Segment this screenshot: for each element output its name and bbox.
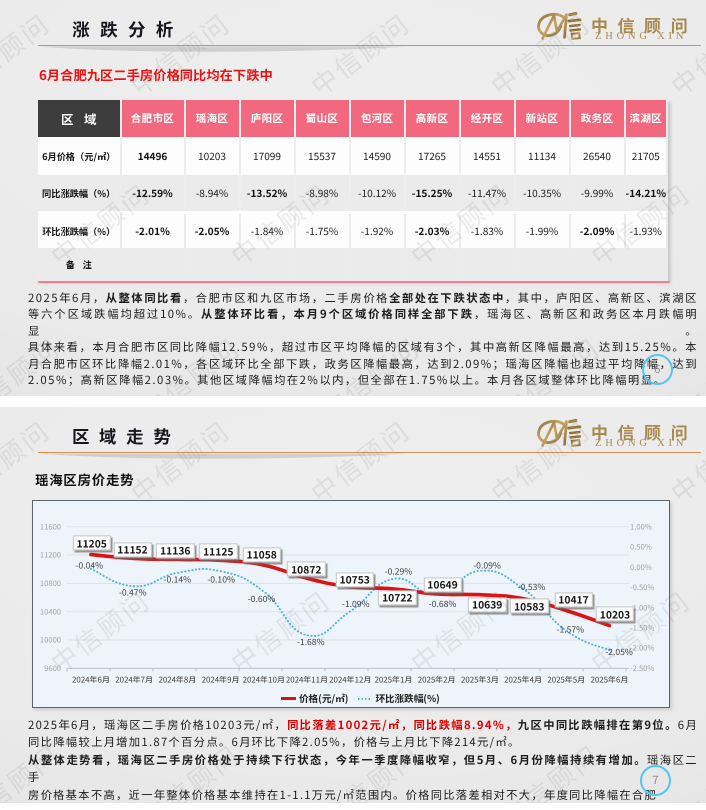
svg-text:-2.00%: -2.00% xyxy=(630,642,654,653)
svg-text:-0.29%: -0.29% xyxy=(385,565,413,577)
svg-text:10000: 10000 xyxy=(40,634,61,645)
svg-text:-1.09%: -1.09% xyxy=(342,597,370,609)
svg-text:9600: 9600 xyxy=(44,663,61,674)
svg-text:2024年6月: 2024年6月 xyxy=(72,674,110,685)
svg-text:0.50%: 0.50% xyxy=(630,541,652,552)
svg-text:2024年11月: 2024年11月 xyxy=(286,674,328,685)
svg-text:-1.57%: -1.57% xyxy=(556,623,584,635)
svg-text:10400: 10400 xyxy=(40,606,61,617)
svg-text:2024年8月: 2024年8月 xyxy=(158,674,196,685)
svg-text:-0.50%: -0.50% xyxy=(630,582,654,593)
svg-text:1.00%: 1.00% xyxy=(630,521,652,532)
svg-text:10800: 10800 xyxy=(40,578,61,589)
svg-text:-1.68%: -1.68% xyxy=(297,636,325,648)
svg-text:-0.14%: -0.14% xyxy=(163,573,191,585)
svg-text:-2.50%: -2.50% xyxy=(630,663,654,674)
svg-text:-0.47%: -0.47% xyxy=(119,586,147,598)
svg-text:-1.00%: -1.00% xyxy=(630,602,654,613)
svg-text:11600: 11600 xyxy=(40,521,61,532)
svg-text:-0.60%: -0.60% xyxy=(248,593,276,605)
svg-text:2024年12月: 2024年12月 xyxy=(329,674,371,685)
svg-text:11200: 11200 xyxy=(40,549,61,560)
svg-text:-0.04%: -0.04% xyxy=(75,559,103,571)
svg-text:2025年4月: 2025年4月 xyxy=(504,674,542,685)
svg-text:-0.53%: -0.53% xyxy=(518,580,546,592)
svg-text:2024年9月: 2024年9月 xyxy=(202,674,240,685)
svg-text:-0.68%: -0.68% xyxy=(429,597,457,609)
svg-text:2025年5月: 2025年5月 xyxy=(547,674,585,685)
svg-text:-2.05%: -2.05% xyxy=(605,645,633,657)
svg-text:2025年6月: 2025年6月 xyxy=(591,674,629,685)
svg-text:2024年7月: 2024年7月 xyxy=(115,674,153,685)
svg-text:2025年2月: 2025年2月 xyxy=(418,674,456,685)
svg-text:-0.10%: -0.10% xyxy=(207,573,235,585)
svg-text:-1.50%: -1.50% xyxy=(630,622,654,633)
svg-text:2025年3月: 2025年3月 xyxy=(461,674,499,685)
svg-text:0.00%: 0.00% xyxy=(630,561,652,572)
svg-text:2024年10月: 2024年10月 xyxy=(243,674,285,685)
svg-text:2025年1月: 2025年1月 xyxy=(375,674,413,685)
svg-text:-0.09%: -0.09% xyxy=(473,559,501,571)
